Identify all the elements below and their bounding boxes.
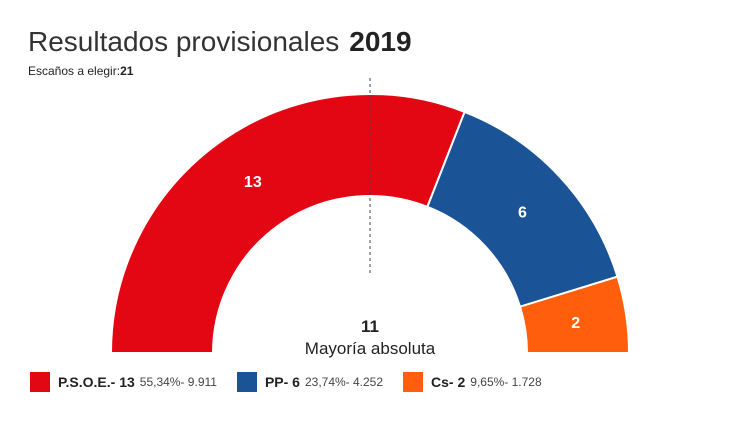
title-year: 2019 (349, 26, 412, 57)
legend-detail: 23,74%- 4.252 (304, 375, 384, 389)
seats-label: Escaños a elegir: (28, 64, 121, 78)
legend-name: PP- 6 (264, 374, 300, 390)
legend-detail: 55,34%- 9.911 (139, 375, 217, 389)
legend-item-cs: Cs- 2 9,65%- 1.728 (403, 372, 542, 392)
legend: P.S.O.E.- 13 55,34%- 9.911 PP- 6 23,74%-… (30, 372, 562, 392)
segment-seats-label: 2 (571, 315, 580, 332)
legend-swatch (236, 372, 257, 392)
majority-text: Mayoría absoluta (304, 339, 436, 358)
majority-value: 11 (361, 317, 379, 336)
segment-seats-label: 6 (518, 205, 527, 222)
legend-item-pp: PP- 6 23,74%- 4.252 (236, 372, 384, 392)
segment-cs (518, 275, 631, 354)
seats-total: 21 (120, 64, 134, 78)
legend-name: Cs- 2 (431, 374, 466, 390)
legend-item-psoe: P.S.O.E.- 13 55,34%- 9.911 (30, 372, 217, 392)
title-text: Resultados provisionales (28, 26, 340, 57)
chart-title: Resultados provisionales 2019 (28, 26, 412, 58)
legend-detail: 9,65%- 1.728 (470, 375, 542, 389)
seats-to-elect: Escaños a elegir:21 (28, 64, 133, 78)
legend-swatch (30, 372, 50, 392)
legend-name: P.S.O.E.- 13 (58, 374, 135, 390)
segment-p-s-o-e (109, 93, 466, 354)
legend-swatch (403, 372, 424, 392)
segment-seats-label: 13 (244, 174, 262, 191)
majority-label: 11 Mayoría absoluta (270, 316, 470, 360)
